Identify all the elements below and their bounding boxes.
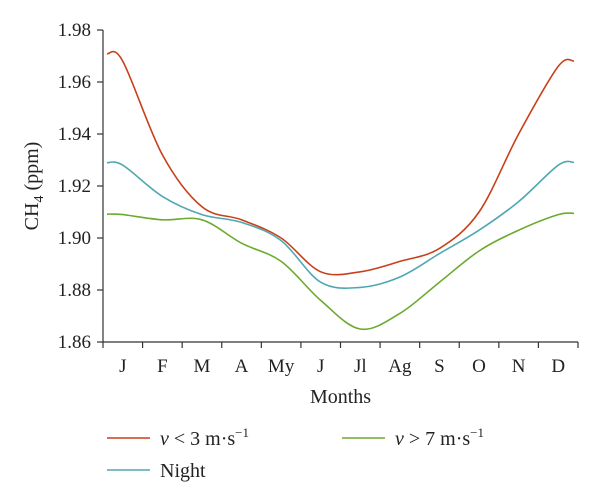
legend-entry-night: Night bbox=[107, 460, 206, 482]
y-tick-label: 1.96 bbox=[58, 72, 91, 93]
x-tick-label: N bbox=[512, 356, 526, 377]
series-line-high-wind bbox=[106, 212, 575, 331]
series-lines bbox=[106, 50, 575, 331]
y-tick-label: 1.90 bbox=[58, 228, 91, 249]
legend-label-low-wind: ν < 3 m·s−1 bbox=[160, 425, 249, 450]
x-tick-label: O bbox=[472, 356, 486, 377]
x-tick-label: Jl bbox=[354, 356, 367, 377]
legend: ν < 3 m·s−1 ν > 7 m·s−1 Night bbox=[107, 425, 484, 482]
x-tick-label: J bbox=[317, 356, 324, 377]
y-tick-label: 1.94 bbox=[58, 124, 92, 145]
x-tick-label: S bbox=[434, 356, 445, 377]
y-tick-label: 1.86 bbox=[58, 332, 91, 353]
x-tick-label: Ag bbox=[388, 356, 412, 377]
legend-entry-low-wind: ν < 3 m·s−1 bbox=[107, 425, 249, 450]
y-ticks: 1.98 1.96 1.94 1.92 1.90 1.88 1.86 bbox=[58, 20, 103, 353]
y-tick-label: 1.98 bbox=[58, 20, 91, 41]
axes bbox=[102, 30, 578, 343]
x-ticks: J F M A My J Jl Ag S O N D bbox=[102, 342, 579, 377]
series-line-night bbox=[106, 160, 575, 289]
x-tick-label: J bbox=[119, 356, 126, 377]
x-tick-label: M bbox=[194, 356, 211, 377]
y-tick-label: 1.92 bbox=[58, 176, 91, 197]
x-tick-label: F bbox=[157, 356, 168, 377]
x-tick-label: A bbox=[235, 356, 249, 377]
x-tick-label: D bbox=[551, 356, 565, 377]
y-axis-title-rest: (ppm) bbox=[21, 142, 43, 196]
series-line-low-wind bbox=[106, 50, 575, 276]
legend-label-night: Night bbox=[160, 460, 206, 482]
y-tick-label: 1.88 bbox=[58, 280, 91, 301]
x-axis-title: Months bbox=[310, 386, 371, 408]
y-axis-title-subscript: 4 bbox=[32, 196, 47, 203]
y-axis-title-main: CH bbox=[21, 203, 43, 231]
y-axis-title: CH4 (ppm) bbox=[21, 142, 47, 231]
legend-entry-high-wind: ν > 7 m·s−1 bbox=[342, 425, 484, 450]
x-tick-label: My bbox=[268, 356, 295, 377]
legend-label-high-wind: ν > 7 m·s−1 bbox=[395, 425, 484, 450]
